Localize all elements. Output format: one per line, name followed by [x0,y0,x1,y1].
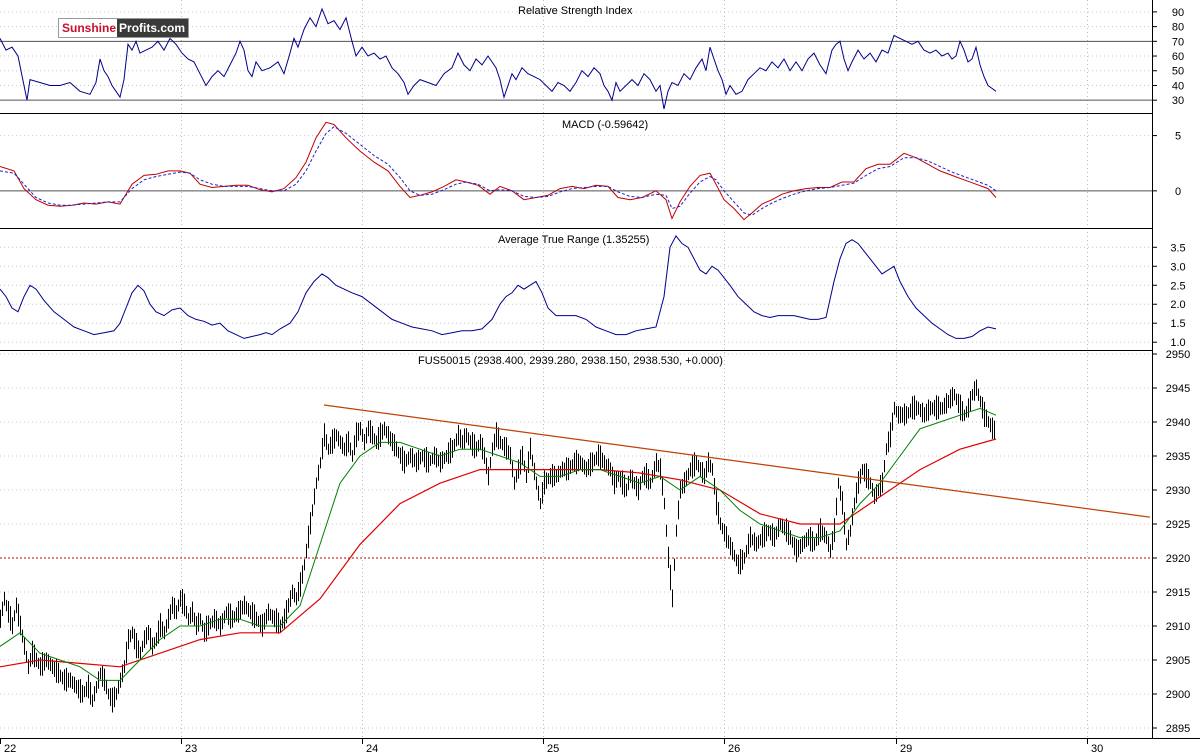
y-tick-label: 2915 [1166,587,1190,599]
date-tick-label: 30 [1091,743,1103,755]
panel-title: MACD (-0.59642) [562,119,648,131]
y-tick-label: 2.0 [1170,299,1185,311]
y-tick-label: 40 [1172,80,1184,92]
fast-moving-average [0,407,997,681]
y-tick-label: 2945 [1166,383,1190,395]
logo-part1: Sunshine [59,19,118,37]
panel-title: FUS50015 (2938.400, 2939.280, 2938.150, … [418,355,723,367]
date-tick-label: 29 [900,743,912,755]
date-tick-label: 22 [4,743,16,755]
date-tick-label: 23 [185,743,197,755]
date-tick-label: 26 [728,743,740,755]
date-tick-label: 25 [547,743,559,755]
y-tick-label: 2930 [1166,485,1190,497]
y-tick-label: 1.0 [1170,337,1185,349]
y-tick-label: 90 [1172,7,1184,19]
y-tick-label: 2910 [1166,621,1190,633]
logo-part2: Profits.com [117,19,189,37]
indicator-series-line [0,7,997,110]
indicator-series-line [0,126,997,216]
y-tick-label: 2905 [1166,655,1190,667]
y-tick-label: 70 [1172,36,1184,48]
indicator-series-line [0,234,997,339]
y-tick-label: 2940 [1166,417,1190,429]
resistance-trendline [323,404,1151,518]
y-tick-label: 60 [1172,51,1184,63]
y-tick-label: 0 [1175,186,1181,198]
y-tick-label: 30 [1172,95,1184,107]
slow-moving-average [0,438,997,668]
y-tick-label: 3.5 [1170,242,1185,254]
y-tick-label: 2895 [1166,723,1190,735]
sunshine-profits-logo: Sunshine Profits.com [58,18,190,38]
y-tick-label: 5 [1175,131,1181,143]
y-tick-label: 80 [1172,22,1184,34]
panel-title: Relative Strength Index [518,5,633,17]
y-tick-label: 2900 [1166,689,1190,701]
y-tick-label: 2920 [1166,553,1190,565]
y-tick-label: 2.5 [1170,280,1185,292]
y-tick-label: 2925 [1166,519,1190,531]
y-tick-label: 2950 [1166,349,1190,361]
y-tick-label: 2935 [1166,451,1190,463]
y-tick-label: 1.5 [1170,318,1185,330]
panel-title: Average True Range (1.35255) [498,234,649,246]
y-tick-label: 50 [1172,66,1184,78]
y-tick-label: 3.0 [1170,261,1185,273]
date-tick-label: 24 [366,743,378,755]
